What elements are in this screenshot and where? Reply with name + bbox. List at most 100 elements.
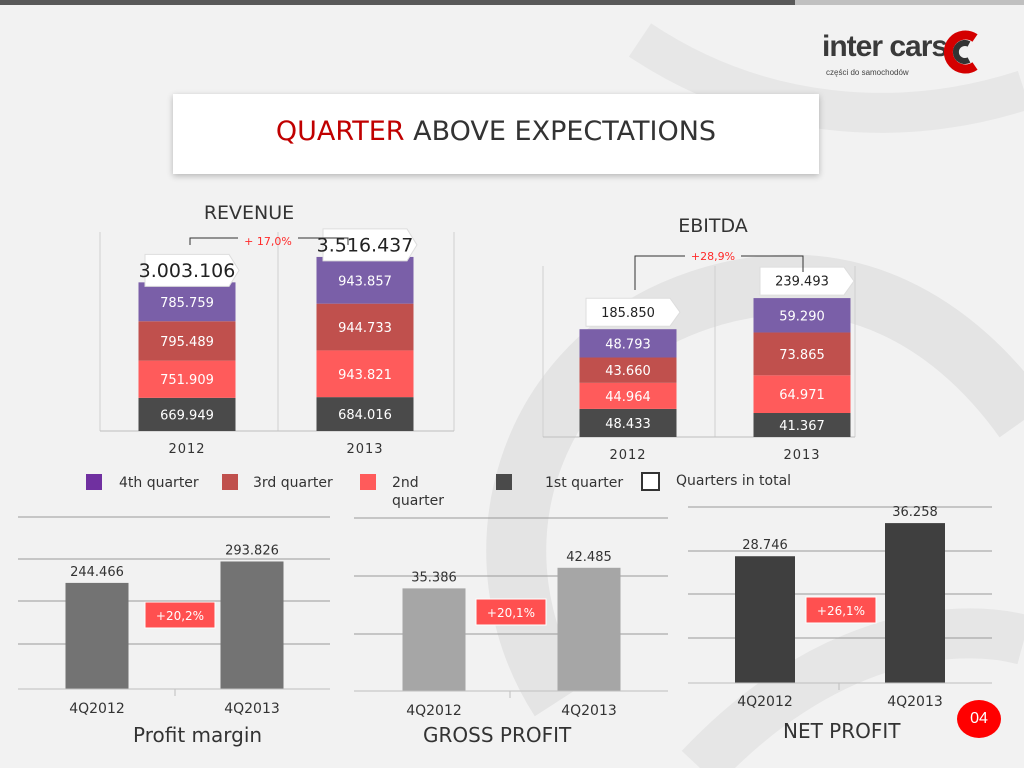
ebitda-change-label: +28,9% bbox=[691, 250, 735, 263]
revenue-xlabel-2012: 2012 bbox=[168, 442, 205, 455]
net-profit-change-badge bbox=[805, 596, 877, 624]
profit-margin-chart: 244.466 293.826 +20,2% 4Q2012 4Q2013 bbox=[18, 516, 330, 717]
net-profit-xlabel-1: 4Q2013 bbox=[887, 694, 943, 710]
legend-label-2nd-quarter: 2nd quarter bbox=[392, 475, 444, 509]
profit-margin-xlabel-0: 4Q2012 bbox=[69, 701, 125, 717]
revenue-total-2012: 3.003.106 bbox=[139, 260, 236, 282]
revenue-bar-2013-q4 bbox=[316, 256, 414, 304]
revenue-bar-2012-q2 bbox=[138, 360, 236, 398]
slide-title: QUARTER ABOVE EXPECTATIONS bbox=[173, 116, 819, 147]
chart-legend: 4th quarter 3rd quarter 2nd quarter 1st … bbox=[0, 472, 1024, 512]
gross-profit-bar-4Q2012 bbox=[402, 588, 466, 691]
revenue-value-2012-q4: 785.759 bbox=[160, 296, 214, 311]
revenue-total-2013: 3.516.437 bbox=[317, 235, 414, 257]
ebitda-bar-2013-q4 bbox=[753, 298, 851, 333]
ebitda-bar-2012-q1 bbox=[579, 408, 677, 437]
ebitda-value-2012-q2: 44.964 bbox=[605, 390, 651, 405]
profit-margin-change-label: +20,2% bbox=[156, 609, 204, 623]
ebitda-value-2013-q1: 41.367 bbox=[779, 419, 825, 434]
ebitda-value-2013-q2: 64.971 bbox=[779, 388, 825, 403]
gross-profit-bar-4Q2013 bbox=[557, 567, 621, 691]
ebitda-value-2013-q4: 59.290 bbox=[779, 309, 825, 324]
revenue-value-2013-q4: 943.857 bbox=[338, 274, 392, 289]
logo-c-mark-icon bbox=[943, 30, 978, 74]
revenue-total-callout-2012 bbox=[144, 253, 240, 287]
slide-title-highlight: QUARTER bbox=[275, 116, 405, 147]
ebitda-value-2012-q3: 43.660 bbox=[605, 364, 651, 379]
net-profit-value-4Q2013: 36.258 bbox=[892, 505, 938, 520]
ebitda-total-callout-2013 bbox=[759, 266, 855, 296]
revenue-change-bracket bbox=[189, 237, 349, 245]
gross-profit-value-4Q2013: 42.485 bbox=[566, 550, 612, 565]
revenue-title: REVENUE bbox=[204, 205, 294, 224]
profit-margin-xlabel-1: 4Q2013 bbox=[224, 701, 280, 717]
ebitda-bar-2013-q1 bbox=[753, 413, 851, 437]
legend-swatch-4th-quarter bbox=[86, 474, 102, 490]
revenue-value-2012-q1: 669.949 bbox=[160, 408, 214, 423]
logo-tagline: części do samochodów bbox=[826, 68, 909, 77]
revenue-bar-2013-q1 bbox=[316, 397, 414, 431]
logo-wordmark: inter cars bbox=[822, 30, 948, 63]
ebitda-bar-2012-q4 bbox=[579, 329, 677, 358]
legend-label-3rd-quarter: 3rd quarter bbox=[253, 475, 333, 491]
legend-label-4th-quarter: 4th quarter bbox=[119, 475, 199, 491]
ebitda-title: EBITDA bbox=[678, 215, 748, 237]
revenue-value-2013-q1: 684.016 bbox=[338, 408, 392, 423]
gross-profit-chart: 35.386 42.485 +20,1% 4Q2012 4Q2013 bbox=[354, 517, 668, 719]
revenue-total-callout-2013 bbox=[322, 228, 418, 262]
net-profit-bar-4Q2013 bbox=[885, 523, 945, 683]
revenue-bar-2012-q3 bbox=[138, 321, 236, 361]
revenue-chart: REVENUE 669.949 751.909 795.489 785.759 3.00… bbox=[99, 205, 455, 455]
net-profit-change-label: +26,1% bbox=[817, 604, 865, 618]
revenue-value-2013-q2: 943.821 bbox=[338, 368, 392, 383]
revenue-value-2012-q2: 751.909 bbox=[160, 373, 214, 388]
net-profit-chart: 28.746 36.258 +26,1% 4Q2012 4Q2013 bbox=[688, 505, 992, 710]
slide-title-rest: ABOVE EXPECTATIONS bbox=[404, 116, 717, 147]
revenue-change-label: + 17,0% bbox=[244, 235, 292, 248]
profit-margin-bar-4Q2012 bbox=[65, 582, 129, 689]
legend-swatch-quarters-total bbox=[641, 472, 660, 491]
revenue-bar-2013-q2 bbox=[316, 350, 414, 398]
ebitda-bar-2012-q3 bbox=[579, 357, 677, 383]
profit-margin-title: Profit margin bbox=[133, 723, 263, 747]
legend-label-quarters-total: Quarters in total bbox=[676, 473, 792, 489]
ebitda-xlabel-2013: 2013 bbox=[783, 448, 820, 463]
ebitda-bar-2013-q3 bbox=[753, 332, 851, 376]
ebitda-bar-2013-q2 bbox=[753, 375, 851, 414]
net-profit-value-4Q2012: 28.746 bbox=[742, 538, 788, 553]
ebitda-total-2012: 185.850 bbox=[601, 306, 655, 321]
legend-label-1st-quarter: 1st quarter bbox=[545, 475, 624, 491]
net-profit-title: NET PROFIT bbox=[783, 719, 901, 743]
top-accent-bar-dark bbox=[0, 0, 795, 5]
profit-margin-value-4Q2012: 244.466 bbox=[70, 565, 124, 580]
revenue-xlabel-2013: 2013 bbox=[346, 442, 383, 455]
ebitda-xlabel-2012: 2012 bbox=[609, 448, 646, 463]
gross-profit-title: GROSS PROFIT bbox=[423, 723, 572, 747]
ebitda-bar-2012-q2 bbox=[579, 382, 677, 409]
gross-profit-change-label: +20,1% bbox=[487, 606, 535, 620]
revenue-value-2013-q3: 944.733 bbox=[338, 321, 392, 336]
gross-profit-xlabel-0: 4Q2012 bbox=[406, 703, 462, 719]
revenue-bar-2012-q1 bbox=[138, 397, 236, 431]
top-accent-bar-light bbox=[795, 0, 1024, 5]
revenue-value-2012-q3: 795.489 bbox=[160, 335, 214, 350]
top-accent-bar bbox=[0, 0, 1024, 5]
ebitda-change-bracket bbox=[634, 255, 804, 290]
profit-margin-bar-4Q2013 bbox=[220, 561, 284, 689]
legend-swatch-3rd-quarter bbox=[222, 474, 238, 490]
legend-swatch-1st-quarter bbox=[496, 474, 512, 490]
ebitda-value-2012-q1: 48.433 bbox=[605, 417, 651, 432]
revenue-bar-2012-q4 bbox=[138, 282, 236, 322]
ebitda-value-2013-q3: 73.865 bbox=[779, 348, 825, 363]
profit-margin-value-4Q2013: 293.826 bbox=[225, 543, 279, 558]
net-profit-xlabel-0: 4Q2012 bbox=[737, 694, 793, 710]
gross-profit-xlabel-1: 4Q2013 bbox=[561, 703, 617, 719]
slide-title-box: QUARTER ABOVE EXPECTATIONS bbox=[173, 94, 819, 174]
page-number-badge: 04 bbox=[957, 700, 1001, 738]
brand-logo: inter cars części do samochodów bbox=[822, 28, 992, 88]
profit-margin-change-badge bbox=[144, 601, 216, 629]
ebitda-total-callout-2012 bbox=[585, 297, 681, 327]
ebitda-total-2013: 239.493 bbox=[775, 275, 829, 290]
net-profit-bar-4Q2012 bbox=[735, 556, 795, 683]
